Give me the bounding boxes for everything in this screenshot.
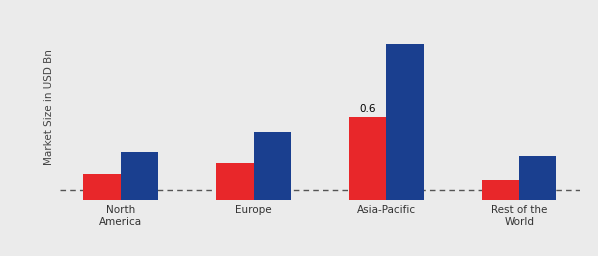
Bar [121, 152, 158, 200]
Bar [349, 117, 386, 200]
Y-axis label: Market Size in USD Bn: Market Size in USD Bn [44, 50, 54, 165]
Text: 0.6: 0.6 [359, 104, 376, 114]
Bar [84, 174, 121, 200]
Bar [386, 44, 423, 200]
Bar [482, 180, 519, 200]
Bar [216, 163, 254, 200]
Bar [254, 132, 291, 200]
Bar [519, 156, 556, 200]
